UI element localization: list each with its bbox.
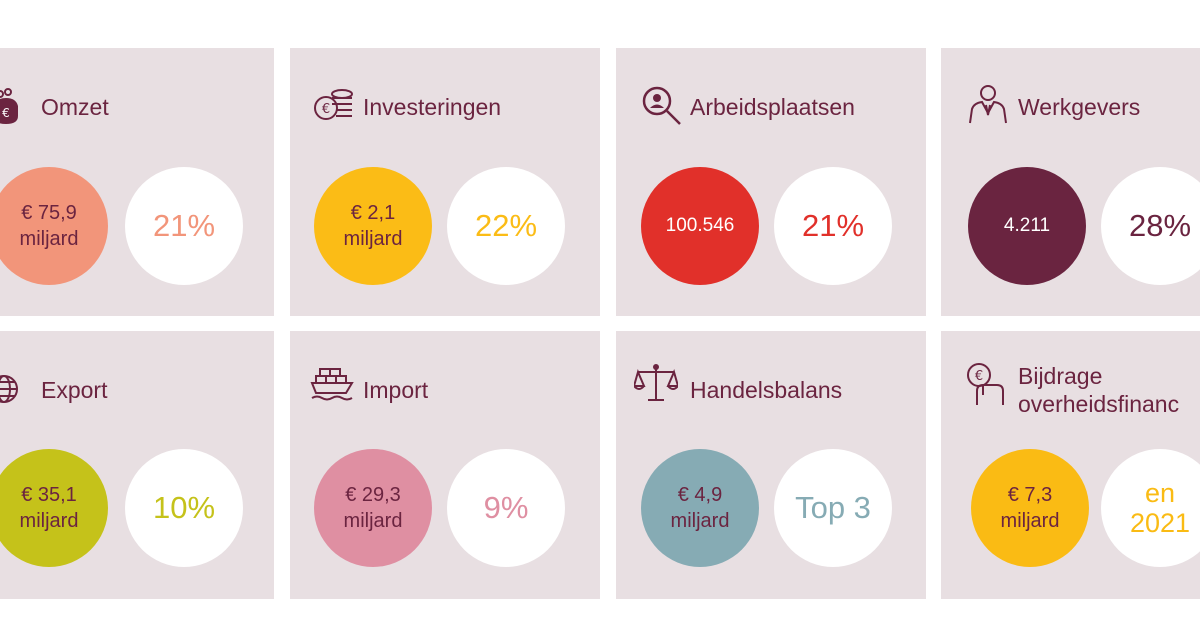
card-title: Bijdrage overheidsfinanc: [1018, 363, 1180, 417]
magnifier-person-icon: [640, 84, 684, 128]
card-investeringen: € Investeringen € 2,1 miljard 22%: [290, 48, 600, 316]
value-text: 100.546: [665, 215, 735, 236]
value-text: € 4,9 miljard: [670, 484, 730, 532]
share-circle: 22%: [447, 167, 565, 285]
card-title: Handelsbalans: [690, 377, 843, 403]
share-text: en 2021: [1129, 478, 1191, 538]
share-text: 22%: [474, 208, 538, 243]
share-circle: 10%: [125, 449, 243, 567]
value-text: € 35,1 miljard: [19, 484, 79, 532]
share-text: 21%: [152, 208, 216, 243]
share-text: Top 3: [795, 490, 871, 525]
card-title: Werkgevers: [1018, 94, 1141, 120]
cargo-ship-icon: [310, 361, 354, 405]
card-omzet: € Omzet € 75,9 miljard 21%: [0, 48, 274, 316]
value-circle: € 29,3 miljard: [314, 449, 432, 567]
value-text: € 2,1 miljard: [343, 202, 403, 250]
value-circle: 4.211: [968, 167, 1086, 285]
value-text: € 7,3 miljard: [1000, 484, 1060, 532]
svg-text:€: €: [2, 106, 10, 120]
card-title: Investeringen: [363, 94, 502, 120]
share-text: 10%: [152, 490, 216, 525]
card-title: Arbeidsplaatsen: [690, 94, 855, 120]
svg-text:€: €: [975, 369, 983, 384]
value-circle: € 4,9 miljard: [641, 449, 759, 567]
value-text: € 29,3 miljard: [343, 484, 403, 532]
value-text: € 75,9 miljard: [19, 202, 79, 250]
card-title: Import: [363, 377, 429, 403]
businessman-icon: [966, 83, 1010, 127]
value-text: 4.211: [1003, 215, 1051, 236]
globe-icon: [0, 367, 34, 411]
scales-icon: [634, 362, 678, 406]
share-circle: 28%: [1101, 167, 1200, 285]
share-circle: en 2021: [1101, 449, 1200, 567]
share-text: 28%: [1128, 208, 1192, 243]
card-werkgevers: Werkgevers 4.211 28%: [941, 48, 1200, 316]
card-title: Export: [41, 377, 108, 403]
card-bijdrage: € Bijdrage overheidsfinanc € 7,3 miljard…: [941, 331, 1200, 599]
share-circle: 21%: [125, 167, 243, 285]
value-circle: € 7,3 miljard: [971, 449, 1089, 567]
value-circle: 100.546: [641, 167, 759, 285]
share-circle: Top 3: [774, 449, 892, 567]
card-export: Export € 35,1 miljard 10%: [0, 331, 274, 599]
money-bag-icon: €: [0, 86, 36, 130]
card-import: Import € 29,3 miljard 9%: [290, 331, 600, 599]
coins-icon: €: [312, 84, 356, 128]
hand-coin-icon: €: [963, 361, 1007, 405]
share-circle: 9%: [447, 449, 565, 567]
value-circle: € 35,1 miljard: [0, 449, 108, 567]
value-circle: € 75,9 miljard: [0, 167, 108, 285]
share-circle: 21%: [774, 167, 892, 285]
card-arbeidsplaatsen: Arbeidsplaatsen 100.546 21%: [616, 48, 926, 316]
card-handelsbalans: Handelsbalans € 4,9 miljard Top 3: [616, 331, 926, 599]
value-circle: € 2,1 miljard: [314, 167, 432, 285]
card-title: Omzet: [41, 94, 109, 120]
share-text: 21%: [801, 208, 865, 243]
share-text: 9%: [483, 490, 529, 525]
svg-text:€: €: [322, 102, 330, 117]
